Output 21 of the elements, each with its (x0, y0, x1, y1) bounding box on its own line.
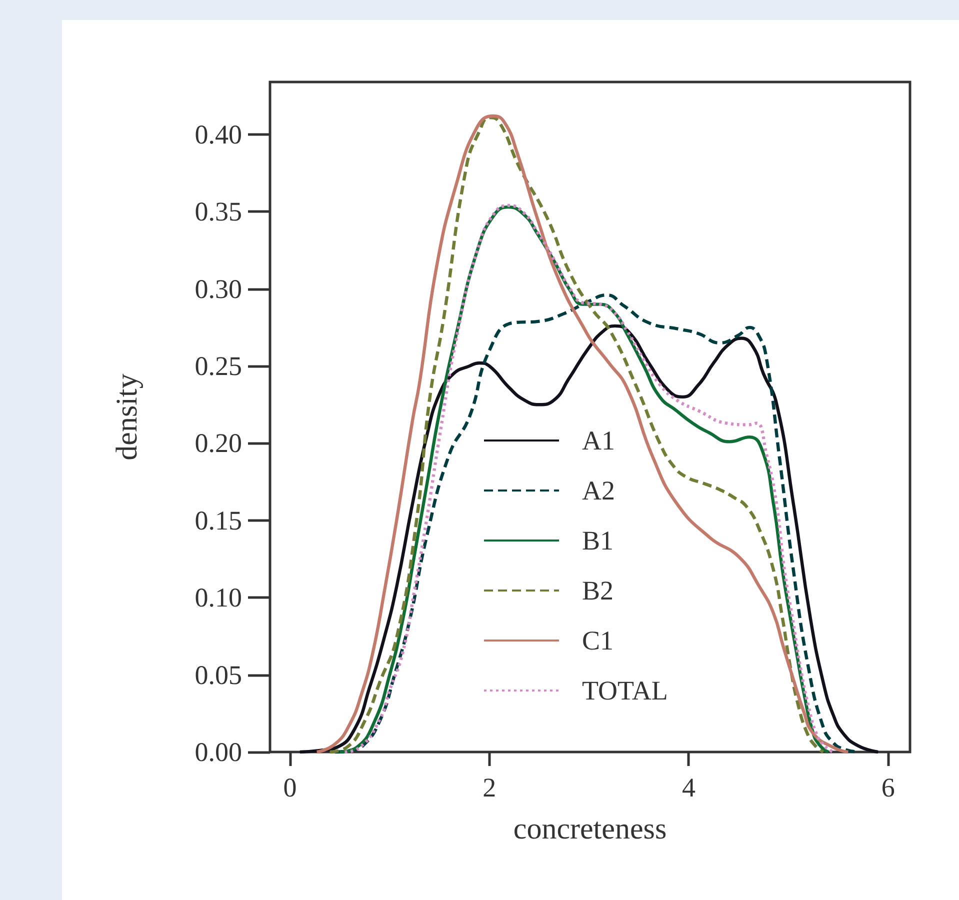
y-tick-label: 0.15 (194, 505, 242, 536)
y-tick-label: 0.25 (194, 351, 242, 382)
y-axis-title: density (110, 374, 144, 460)
legend-label: TOTAL (582, 676, 668, 706)
legend-label: B1 (582, 526, 614, 556)
y-tick-label: 0.00 (194, 737, 242, 767)
legend-label: B2 (582, 576, 614, 606)
x-tick-label: 6 (881, 772, 895, 802)
y-tick-label: 0.10 (194, 582, 242, 613)
y-tick-label: 0.35 (194, 196, 242, 227)
x-axis-title: concreteness (513, 812, 667, 846)
x-tick-label: 0 (283, 772, 297, 802)
legend-label: C1 (582, 626, 614, 656)
x-tick-label: 2 (482, 772, 496, 802)
y-tick-label: 0.40 (194, 119, 242, 150)
legend-label: A1 (582, 426, 615, 456)
x-tick-label: 4 (682, 772, 696, 802)
y-tick-label: 0.30 (194, 274, 242, 304)
legend-label: A2 (582, 476, 615, 506)
y-tick-label: 0.05 (194, 660, 242, 690)
y-tick-label: 0.20 (194, 428, 242, 458)
